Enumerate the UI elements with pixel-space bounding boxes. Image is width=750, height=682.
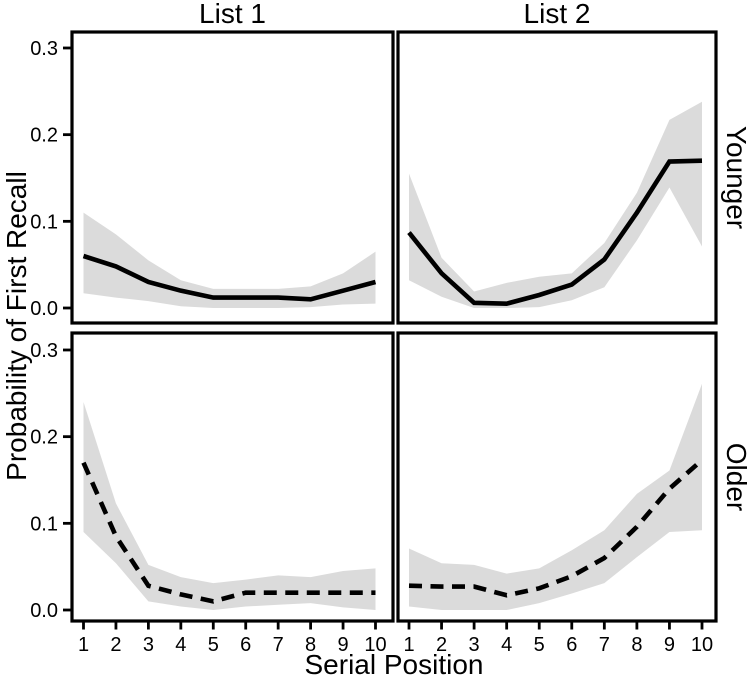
x-tick-label: 8: [305, 634, 316, 656]
x-tick-label: 2: [110, 634, 121, 656]
confidence-ribbon: [409, 383, 702, 610]
x-tick-label: 9: [664, 634, 675, 656]
x-axis-title: Serial Position: [305, 649, 484, 680]
panel-older-list-1: [70, 331, 395, 623]
x-tick-label: 7: [599, 634, 610, 656]
confidence-ribbon: [83, 401, 376, 610]
panel-border: [70, 331, 395, 623]
x-tick-label: 5: [208, 634, 219, 656]
x-tick-label: 5: [534, 634, 545, 656]
facet-col-title: List 1: [199, 0, 266, 29]
y-tick-label: 0.2: [30, 427, 58, 449]
x-tick-label: 2: [436, 634, 447, 656]
x-tick-label: 1: [78, 634, 89, 656]
recall-line-dashed: [408, 458, 704, 598]
panel-border: [70, 30, 395, 325]
x-tick-label: 1: [403, 634, 414, 656]
y-axis-title: Probability of First Recall: [1, 171, 32, 481]
x-tick-label: 3: [143, 634, 154, 656]
x-tick-label: 9: [337, 634, 348, 656]
x-tick-label: 6: [566, 634, 577, 656]
recall-line-solid: [407, 158, 703, 306]
x-tick-label: 8: [631, 634, 642, 656]
panel-younger-list-2: [396, 30, 718, 325]
panel-older-list-2: [396, 331, 718, 623]
x-tick-label: 6: [240, 634, 251, 656]
facet-row-strip-label: Younger: [721, 126, 750, 229]
recall-line-dashed: [81, 461, 376, 604]
facet-col-title: List 2: [524, 0, 591, 29]
y-tick-label: 0.1: [30, 513, 58, 535]
x-tick-label: 10: [691, 634, 713, 656]
y-tick-label: 0.0: [30, 600, 58, 622]
x-tick-label: 4: [175, 634, 186, 656]
y-tick-label: 0.2: [30, 125, 58, 147]
recall-line-solid: [82, 253, 377, 302]
panel-younger-list-1: [70, 30, 395, 325]
y-tick-label: 0.1: [30, 211, 58, 233]
panel-border: [396, 331, 718, 623]
y-tick-label: 0.0: [30, 298, 58, 320]
x-tick-label: 4: [501, 634, 512, 656]
panel-border: [396, 30, 718, 325]
x-tick-label: 10: [364, 634, 386, 656]
x-tick-label: 7: [273, 634, 284, 656]
y-tick-label: 0.3: [30, 340, 58, 362]
y-tick-label: 0.3: [30, 38, 58, 60]
x-tick-label: 3: [469, 634, 480, 656]
facet-row-strip-label: Older: [721, 443, 750, 511]
